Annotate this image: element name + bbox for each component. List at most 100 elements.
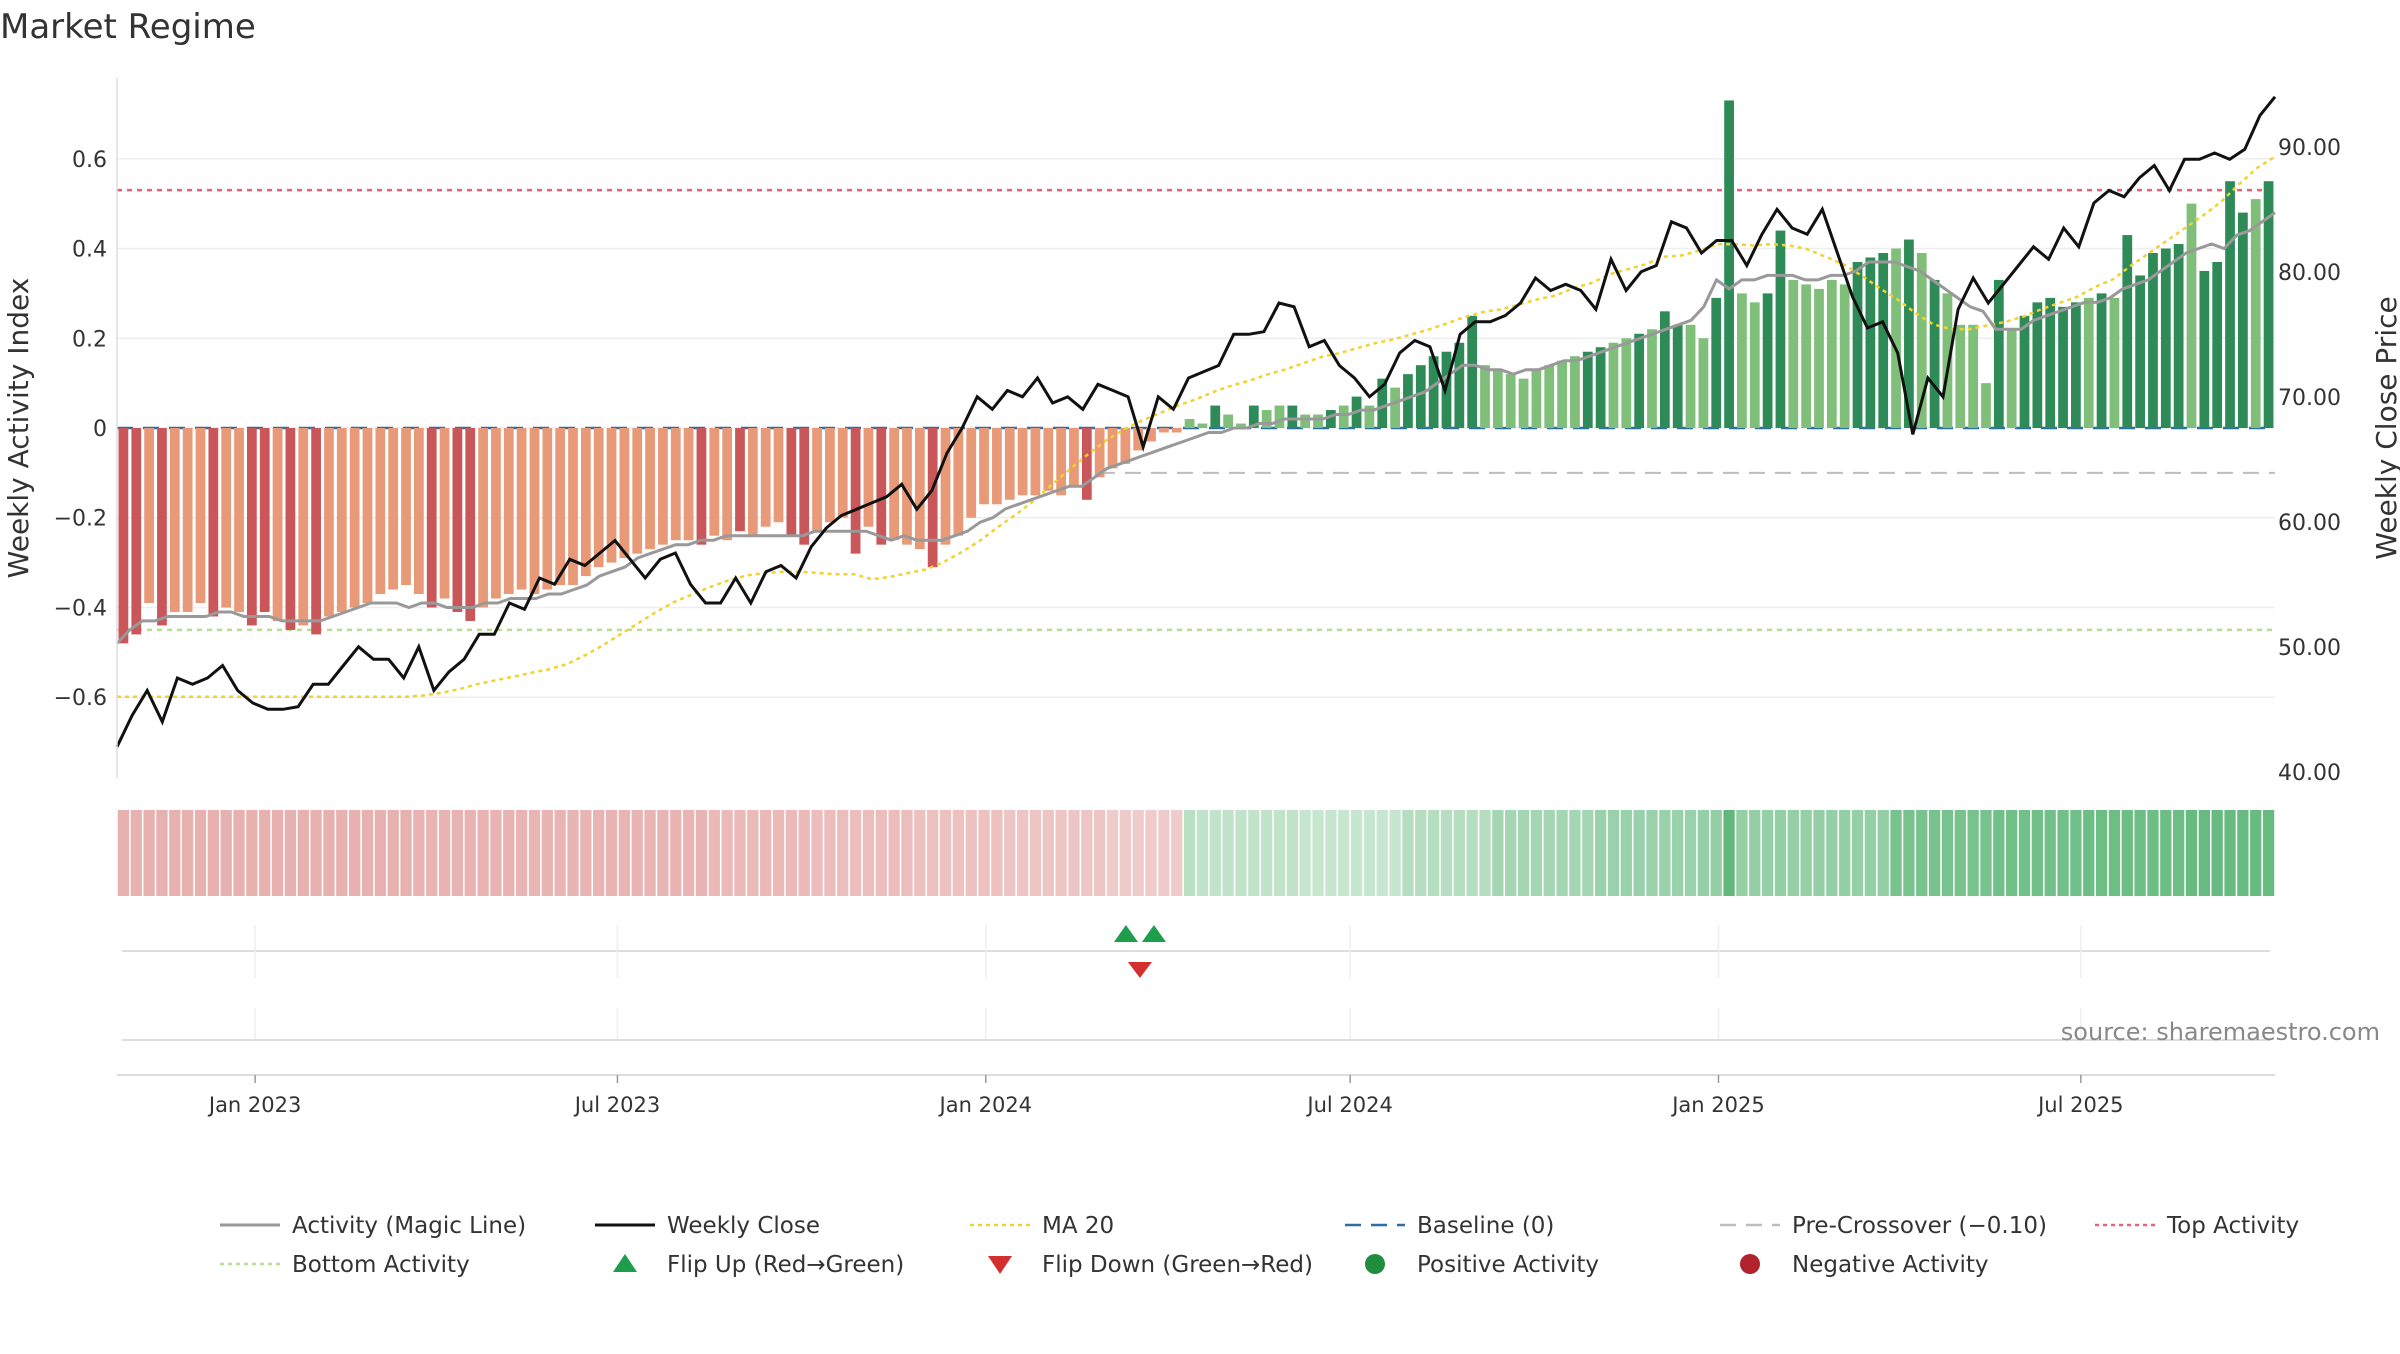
- ma20-line: [117, 155, 2276, 699]
- left-axis-label: Weekly Activity Index: [2, 278, 35, 579]
- heat-strip-cell: [490, 810, 502, 896]
- x-axis: Jan 2023 Jul 2023 Jan 2024 Jul 2024 Jan 2025…: [117, 1008, 2275, 1117]
- heat-strip-cell: [207, 810, 219, 896]
- x-tick-label: Jan 2023: [207, 1093, 302, 1117]
- heat-strip-cell: [1479, 810, 1491, 896]
- activity-bar: [1030, 428, 1041, 496]
- heat-strip-cell: [1787, 810, 1799, 896]
- heat-strip-cell: [991, 810, 1003, 896]
- activity-bar: [1236, 423, 1246, 428]
- activity-bar: [1171, 428, 1182, 433]
- right-tick-label: 70.00: [2278, 386, 2341, 411]
- legend-swatch-triangle-down: [988, 1256, 1012, 1274]
- heat-strip-cell: [965, 810, 977, 896]
- activity-bar: [349, 428, 360, 608]
- heat-strip-cell: [259, 810, 271, 896]
- activity-bar: [1364, 405, 1375, 428]
- heat-strip-cell: [785, 810, 798, 896]
- heat-strip-cell: [2057, 810, 2069, 896]
- x-tick-label: Jan 2025: [1670, 1093, 1765, 1117]
- legend-label: MA 20: [1042, 1213, 1114, 1239]
- activity-bar: [1788, 279, 1799, 428]
- heat-strip-cell: [1954, 810, 1966, 896]
- legend-label: Bottom Activity: [292, 1252, 470, 1278]
- activity-bar: [1814, 288, 1824, 428]
- activity-bar: [195, 428, 206, 603]
- activity-bar: [324, 428, 334, 617]
- activity-bar: [169, 428, 180, 612]
- activity-bar: [2250, 199, 2261, 428]
- heat-strip-cell: [772, 810, 785, 896]
- heat-strip-cell: [1813, 810, 1825, 896]
- activity-bar: [157, 428, 167, 626]
- heat-strip-cell: [708, 810, 720, 896]
- activity-bar: [876, 428, 887, 545]
- activity-bar: [465, 428, 476, 621]
- heat-strip-cell: [1980, 810, 1992, 896]
- heat-strip-cell: [1094, 810, 1106, 896]
- heat-strip-cell: [2262, 810, 2275, 896]
- heat-strip-cell: [1389, 810, 1401, 896]
- heat-strip-cell: [2134, 810, 2146, 896]
- left-tick-label: 0.2: [72, 327, 107, 352]
- heat-strip-cell: [1132, 810, 1144, 896]
- activity-bar: [1762, 293, 1773, 428]
- activity-bar: [1261, 410, 1272, 428]
- activity-bar: [1749, 302, 1760, 428]
- heat-strip-cell: [747, 810, 759, 896]
- activity-bar: [478, 428, 488, 608]
- x-tick-label: Jan 2024: [938, 1093, 1033, 1117]
- heat-strip-cell: [1749, 810, 1761, 896]
- heat-strip-cell: [2108, 810, 2121, 896]
- activity-bar: [2186, 203, 2197, 428]
- heat-strip-cell: [1620, 810, 1632, 896]
- heat-strip-cell: [1466, 810, 1478, 896]
- activity-bar: [709, 428, 720, 536]
- activity-bar: [2045, 297, 2056, 428]
- heat-strip-cell: [1427, 810, 1440, 896]
- activity-bar: [426, 428, 437, 608]
- heat-strip-cell: [1402, 810, 1414, 896]
- legend-item: Baseline (0): [1345, 1213, 1554, 1239]
- heat-strip-cell: [2121, 810, 2133, 896]
- activity-bar: [259, 428, 270, 612]
- activity-bar: [234, 428, 244, 612]
- heat-strip: [117, 810, 2275, 896]
- activity-bar: [722, 428, 733, 541]
- heat-strip-cell: [657, 810, 669, 896]
- activity-bar: [1557, 360, 1567, 428]
- heat-strip-cell: [1016, 810, 1029, 896]
- activity-bar: [2148, 253, 2158, 428]
- heat-strip-cell: [1068, 810, 1080, 896]
- activity-bar: [606, 428, 617, 563]
- activity-bar: [2083, 297, 2094, 428]
- activity-bar: [1197, 423, 1208, 428]
- heat-strip-cell: [1569, 810, 1581, 896]
- activity-bar: [1685, 324, 1696, 428]
- activity-bar: [1698, 338, 1709, 428]
- activity-bar: [760, 428, 771, 527]
- heat-strip-cell: [1916, 810, 1928, 896]
- heat-strip-cell: [336, 810, 348, 896]
- heat-strip-cell: [1903, 810, 1915, 896]
- activity-bar: [812, 428, 822, 532]
- heat-strip-cell: [914, 810, 926, 896]
- heat-strip-cell: [1774, 810, 1787, 896]
- heat-strip-cell: [1710, 810, 1722, 896]
- activity-bar: [568, 428, 578, 586]
- heat-strip-cell: [2147, 810, 2159, 896]
- activity-bar: [735, 428, 745, 532]
- legend-item: MA 20: [970, 1213, 1114, 1239]
- activity-bar: [362, 428, 373, 603]
- activity-bar: [889, 428, 900, 541]
- heat-strip-cell: [1659, 810, 1671, 896]
- activity-bar: [1608, 342, 1619, 428]
- heat-strip-cell: [2083, 810, 2095, 896]
- heat-strip-cell: [1826, 810, 1838, 896]
- heat-strip-cell: [1235, 810, 1247, 896]
- activity-bar: [144, 428, 154, 603]
- activity-bar: [1133, 428, 1144, 451]
- x-tick-label: Jul 2025: [2036, 1093, 2123, 1117]
- flip-panel: [122, 925, 2270, 978]
- activity-bar: [1839, 284, 1850, 428]
